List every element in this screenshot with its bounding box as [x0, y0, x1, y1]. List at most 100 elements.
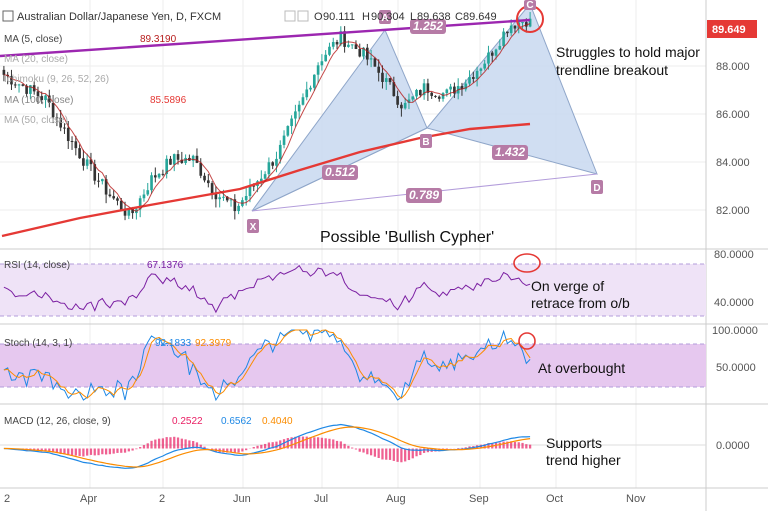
- candle-body: [70, 141, 74, 143]
- candle-body: [426, 83, 430, 93]
- candle-body: [305, 89, 309, 98]
- candle-body: [460, 85, 464, 90]
- candle-body: [528, 18, 532, 27]
- ohlc-low-value: 89.638: [417, 11, 451, 23]
- candle-body: [206, 180, 210, 184]
- ohlc-open-value: 90.111: [323, 11, 355, 23]
- candle-body: [294, 111, 297, 119]
- rsi-pane: RSI (14, close) 67.1376 On verge of retr…: [0, 249, 754, 317]
- rsi-tick: 80.0000: [714, 249, 754, 261]
- macd-pane: MACD (12, 26, close, 9) 0.2522 0.6562 0.…: [0, 416, 750, 469]
- candle-body: [153, 175, 157, 178]
- time-tick: Nov: [626, 493, 646, 505]
- time-tick: Jun: [233, 493, 251, 505]
- candle-body: [44, 95, 47, 101]
- candle-body: [453, 86, 456, 94]
- candle-body: [286, 126, 290, 136]
- candle-body: [97, 180, 100, 182]
- eye-icon[interactable]: [284, 10, 296, 22]
- candle-body: [316, 65, 320, 75]
- macd-histogram: [6, 436, 532, 463]
- candle-body: [36, 91, 40, 97]
- candle-body: [191, 155, 195, 161]
- ohlc-low-key: L: [410, 11, 416, 23]
- candle-body: [524, 22, 528, 27]
- macd-hist-value: 0.2522: [172, 416, 203, 427]
- stoch-d-value: 92.3979: [195, 338, 232, 349]
- ratio-0512: 0.512: [325, 165, 355, 179]
- settings-icon[interactable]: [297, 10, 309, 22]
- candle-body: [225, 196, 229, 201]
- candle-body: [498, 45, 502, 50]
- candle-body: [407, 99, 411, 103]
- candle-body: [40, 96, 44, 101]
- candle-body: [244, 196, 248, 201]
- candle-body: [55, 117, 59, 119]
- candle-body: [123, 210, 127, 216]
- candle-body: [418, 89, 422, 96]
- candle-body: [165, 158, 169, 175]
- collapse-icon[interactable]: [2, 10, 14, 22]
- candle-body: [471, 77, 475, 79]
- rsi-annotation-2: retrace from o/b: [531, 295, 630, 311]
- candle-body: [104, 179, 108, 195]
- candle-body: [509, 25, 513, 34]
- price-tick: 84.000: [716, 157, 750, 169]
- candle-body: [339, 31, 343, 45]
- candle-body: [521, 22, 524, 24]
- macd-signal-value: 0.4040: [262, 416, 293, 427]
- candle-body: [233, 199, 237, 212]
- ohlc-open-key: O: [314, 11, 323, 23]
- candle-body: [335, 42, 339, 45]
- candle-body: [449, 86, 452, 90]
- point-b-label: B: [422, 137, 429, 148]
- ratio-labels: 0.512 1.252 1.432 0.789: [322, 19, 528, 203]
- time-tick: Aug: [386, 493, 406, 505]
- ratio-0789-box: [406, 188, 442, 203]
- candle-body: [422, 83, 426, 96]
- price-tick: 82.000: [716, 205, 750, 217]
- rsi-line: [3, 264, 531, 314]
- candle-body: [328, 46, 331, 55]
- time-tick: Oct: [546, 493, 563, 505]
- candle-body: [184, 157, 187, 163]
- candle-body: [354, 44, 358, 50]
- pattern-annotation: Possible 'Bullish Cypher': [320, 229, 494, 246]
- candle-body: [381, 72, 384, 82]
- candle-body: [25, 85, 28, 94]
- candle-body: [218, 197, 222, 200]
- candle-body: [468, 77, 471, 84]
- candle-body: [290, 118, 293, 127]
- study-ma20-label: MA (20, close): [4, 54, 68, 65]
- ma-100-line: [1, 122, 531, 238]
- candle-body: [502, 31, 505, 46]
- candle-body: [278, 144, 282, 159]
- macd-annotation-1: Supports: [546, 435, 602, 451]
- candle-body: [400, 104, 403, 109]
- candle-body: [66, 127, 70, 142]
- rsi-label: RSI (14, close): [4, 260, 70, 271]
- candle-body: [108, 194, 112, 197]
- ratio-1252: 1.252: [413, 19, 443, 33]
- macd-label: MACD (12, 26, close, 9): [4, 416, 111, 427]
- candle-body: [297, 104, 301, 112]
- candle-body: [479, 68, 483, 71]
- stoch-annotation: At overbought: [538, 360, 625, 376]
- candle-body: [373, 58, 377, 67]
- candle-body: [464, 83, 468, 90]
- candle-body: [17, 84, 21, 86]
- price-axis: 88.000 86.000 84.000 82.000 89.649: [707, 20, 757, 217]
- candle-body: [513, 25, 517, 29]
- candle-body: [127, 208, 131, 216]
- ratio-1432-box: [492, 145, 528, 160]
- candle-body: [248, 185, 252, 197]
- ohlc-close-value: 89.649: [463, 11, 497, 23]
- candle-body: [377, 66, 381, 73]
- candle-body: [10, 76, 13, 85]
- candle-body: [392, 82, 396, 97]
- candle-body: [157, 173, 161, 178]
- candle-body: [369, 58, 373, 60]
- study-ichimoku-label: Ichimoku (9, 26, 52, 26): [4, 74, 109, 85]
- candle-body: [324, 54, 328, 62]
